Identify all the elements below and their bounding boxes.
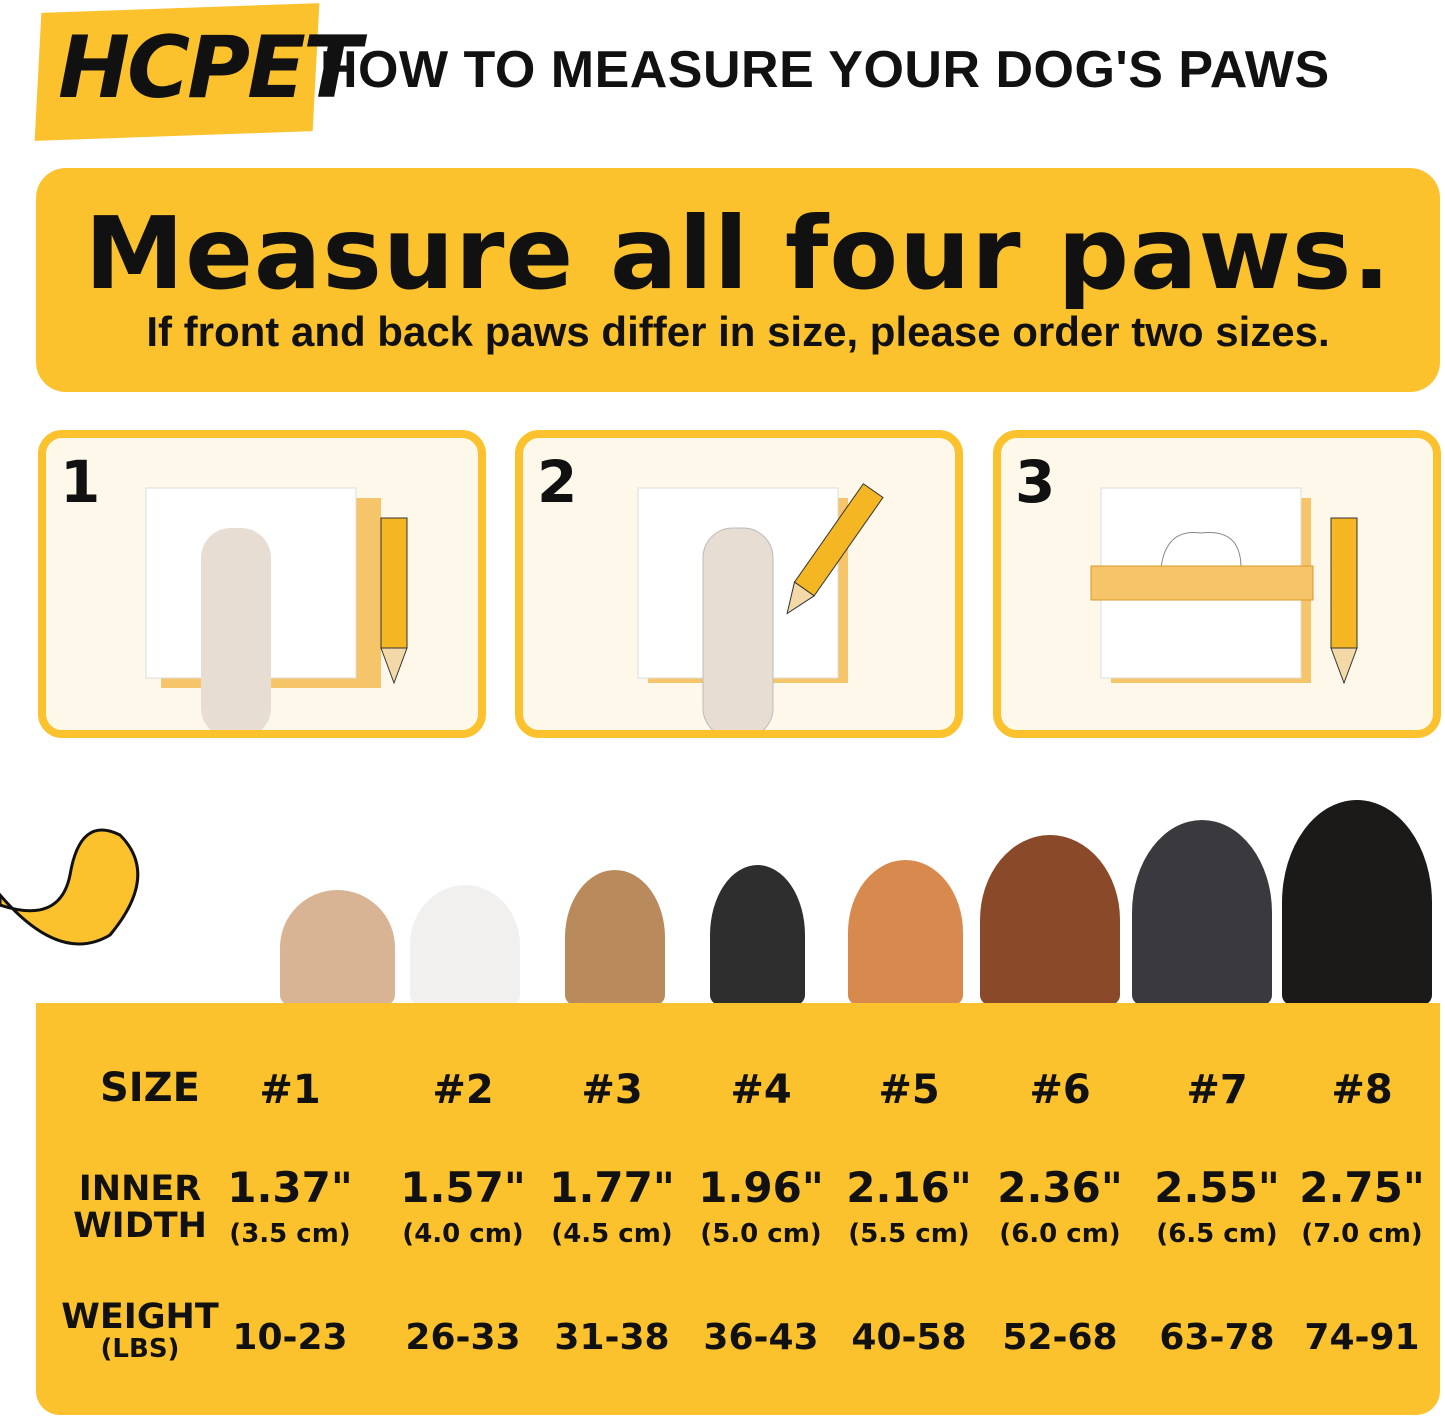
step-number: 2 bbox=[537, 448, 578, 516]
inner-width-cm: (3.5 cm) bbox=[229, 1219, 351, 1249]
inner-width-inch: 2.16" bbox=[846, 1163, 972, 1212]
banner-headline: Measure all four paws. bbox=[84, 195, 1392, 312]
weight-range: 52-68 bbox=[1002, 1317, 1118, 1358]
paw-swoosh-icon bbox=[0, 828, 140, 946]
weight-label-line1: WEIGHT bbox=[61, 1297, 219, 1337]
inner-width-cm: (5.5 cm) bbox=[848, 1219, 970, 1249]
step-panel-3: 3 bbox=[993, 430, 1441, 738]
bichon-image bbox=[410, 885, 520, 1005]
inner-width-cm: (6.5 cm) bbox=[1156, 1219, 1278, 1249]
weight-range: 40-58 bbox=[851, 1317, 967, 1358]
size-row-label: SIZE bbox=[99, 1065, 201, 1111]
size-value: #5 bbox=[878, 1067, 940, 1113]
inner-width-cm: (6.0 cm) bbox=[999, 1219, 1121, 1249]
size-value: #7 bbox=[1186, 1067, 1248, 1113]
yorkshire-terrier-image bbox=[565, 870, 665, 1005]
size-chart: SIZE INNER WIDTH WEIGHT (LBS) #1 1.37" (3.… bbox=[36, 1003, 1440, 1415]
banner-subline: If front and back paws differ in size, p… bbox=[146, 308, 1330, 355]
inner-width-inch: 2.55" bbox=[1154, 1163, 1280, 1212]
weight-unit-label: (LBS) bbox=[100, 1333, 180, 1364]
size-value: #3 bbox=[581, 1067, 643, 1113]
weight-range: 26-33 bbox=[405, 1317, 521, 1358]
step-panel-2: 2 bbox=[515, 430, 963, 738]
dog-breeds-row bbox=[270, 800, 1440, 1005]
size-value: #4 bbox=[730, 1067, 792, 1113]
shiba-inu-image bbox=[848, 860, 963, 1005]
step-panel-1: 1 bbox=[38, 430, 486, 738]
australian-shepherd-image bbox=[980, 835, 1120, 1005]
inner-width-label: INNER WIDTH bbox=[73, 1171, 207, 1245]
husky-image bbox=[1132, 820, 1272, 1005]
inner-width-inch: 2.75" bbox=[1299, 1163, 1425, 1212]
page-title: HOW TO MEASURE YOUR DOG'S PAWS bbox=[320, 41, 1330, 99]
weight-label: WEIGHT (LBS) bbox=[61, 1299, 218, 1363]
size-value: #2 bbox=[432, 1067, 494, 1113]
inner-width-label-line1: INNER bbox=[78, 1169, 202, 1209]
rottweiler-image bbox=[1282, 800, 1432, 1005]
trace-paw-pencil-icon bbox=[637, 483, 884, 730]
step-number: 1 bbox=[60, 448, 101, 516]
weight-range: 36-43 bbox=[703, 1317, 819, 1358]
inner-width-label-line2: WIDTH bbox=[73, 1205, 207, 1246]
instruction-banner: Measure all four paws. If front and back… bbox=[36, 168, 1440, 392]
step-number: 3 bbox=[1015, 448, 1056, 516]
brand-logo: HCPET bbox=[58, 18, 362, 118]
size-value: #8 bbox=[1331, 1067, 1393, 1113]
inner-width-inch: 1.57" bbox=[400, 1163, 526, 1212]
inner-width-cm: (4.5 cm) bbox=[551, 1219, 673, 1249]
weight-range: 74-91 bbox=[1304, 1317, 1420, 1358]
inner-width-cm: (5.0 cm) bbox=[700, 1219, 822, 1249]
schnauzer-image bbox=[710, 865, 805, 1005]
weight-range: 10-23 bbox=[232, 1317, 348, 1358]
weight-range: 63-78 bbox=[1159, 1317, 1275, 1358]
inner-width-cm: (4.0 cm) bbox=[402, 1219, 524, 1249]
weight-range: 31-38 bbox=[554, 1317, 670, 1358]
size-value: #1 bbox=[259, 1067, 321, 1113]
inner-width-cm: (7.0 cm) bbox=[1301, 1219, 1423, 1249]
inner-width-inch: 1.96" bbox=[698, 1163, 824, 1212]
inner-width-inch: 1.37" bbox=[227, 1163, 353, 1212]
ruler-measure-icon bbox=[1090, 487, 1358, 685]
inner-width-inch: 2.36" bbox=[997, 1163, 1123, 1212]
inner-width-inch: 1.77" bbox=[549, 1163, 675, 1212]
chihuahua-image bbox=[280, 890, 395, 1005]
paw-on-paper-icon bbox=[145, 487, 408, 730]
size-value: #6 bbox=[1029, 1067, 1091, 1113]
